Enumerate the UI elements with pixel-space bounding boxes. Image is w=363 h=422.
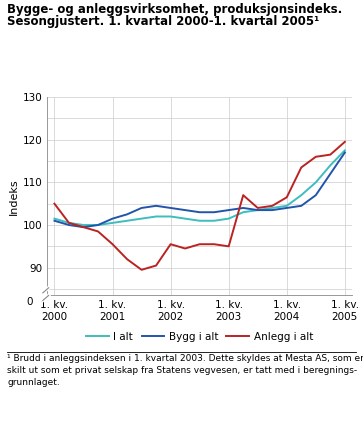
Text: ¹ Brudd i anleggsindeksen i 1. kvartal 2003. Dette skyldes at Mesta AS, som er
s: ¹ Brudd i anleggsindeksen i 1. kvartal 2… — [7, 354, 363, 387]
Bygg i alt — [183, 208, 187, 213]
Anlegg i alt — [256, 206, 260, 211]
Anlegg i alt — [227, 244, 231, 249]
Anlegg i alt — [154, 263, 158, 268]
Bygg i alt — [285, 206, 289, 211]
Line: I alt: I alt — [54, 150, 345, 225]
Bygg i alt — [270, 208, 274, 213]
Anlegg i alt — [241, 192, 245, 197]
Anlegg i alt — [125, 257, 129, 262]
Bygg i alt — [67, 222, 71, 227]
Bygg i alt — [256, 208, 260, 213]
Bygg i alt — [52, 218, 57, 223]
Anlegg i alt — [139, 267, 144, 272]
Bygg i alt — [139, 206, 144, 211]
I alt — [285, 203, 289, 208]
Anlegg i alt — [168, 242, 173, 247]
I alt — [299, 192, 303, 197]
Y-axis label: Indeks: Indeks — [8, 178, 19, 214]
Legend: I alt, Bygg i alt, Anlegg i alt: I alt, Bygg i alt, Anlegg i alt — [82, 327, 317, 346]
Line: Anlegg i alt: Anlegg i alt — [54, 142, 345, 270]
I alt — [328, 163, 333, 168]
I alt — [168, 214, 173, 219]
Anlegg i alt — [314, 154, 318, 160]
I alt — [154, 214, 158, 219]
Bygg i alt — [168, 206, 173, 211]
I alt — [139, 216, 144, 221]
I alt — [314, 180, 318, 185]
I alt — [343, 148, 347, 153]
Anlegg i alt — [52, 201, 57, 206]
Anlegg i alt — [183, 246, 187, 251]
I alt — [270, 206, 274, 211]
Anlegg i alt — [343, 139, 347, 144]
Anlegg i alt — [96, 229, 100, 234]
Bygg i alt — [212, 210, 216, 215]
Bygg i alt — [125, 212, 129, 217]
Bygg i alt — [81, 225, 86, 230]
I alt — [197, 218, 202, 223]
Text: Sesongjustert. 1. kvartal 2000-1. kvartal 2005¹: Sesongjustert. 1. kvartal 2000-1. kvarta… — [7, 15, 319, 28]
Bygg i alt — [110, 216, 115, 221]
I alt — [227, 216, 231, 221]
I alt — [81, 222, 86, 227]
Bygg i alt — [328, 171, 333, 176]
Anlegg i alt — [212, 242, 216, 247]
I alt — [241, 210, 245, 215]
I alt — [256, 208, 260, 213]
Anlegg i alt — [81, 225, 86, 230]
Anlegg i alt — [285, 195, 289, 200]
I alt — [52, 216, 57, 221]
Text: Bygge- og anleggsvirksomhet, produksjonsindeks.: Bygge- og anleggsvirksomhet, produksjons… — [7, 3, 343, 16]
Bygg i alt — [96, 222, 100, 227]
I alt — [183, 216, 187, 221]
Bygg i alt — [154, 203, 158, 208]
Text: 0: 0 — [26, 297, 33, 307]
I alt — [96, 222, 100, 227]
Line: Bygg i alt: Bygg i alt — [54, 152, 345, 227]
I alt — [67, 220, 71, 225]
Bygg i alt — [299, 203, 303, 208]
I alt — [125, 218, 129, 223]
Anlegg i alt — [197, 242, 202, 247]
I alt — [110, 220, 115, 225]
I alt — [212, 218, 216, 223]
Bygg i alt — [197, 210, 202, 215]
Anlegg i alt — [328, 152, 333, 157]
Anlegg i alt — [110, 242, 115, 247]
Bygg i alt — [241, 206, 245, 211]
Bygg i alt — [227, 208, 231, 213]
Anlegg i alt — [299, 165, 303, 170]
Anlegg i alt — [67, 220, 71, 225]
Bygg i alt — [314, 192, 318, 197]
Bygg i alt — [343, 150, 347, 155]
Anlegg i alt — [270, 203, 274, 208]
